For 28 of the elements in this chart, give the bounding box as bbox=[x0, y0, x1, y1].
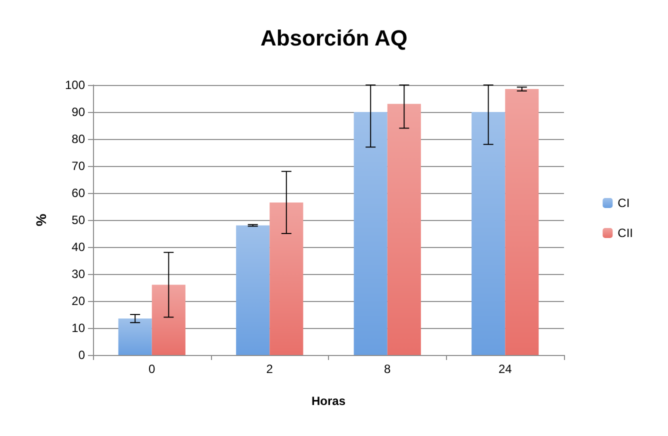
chart-title: Absorción AQ bbox=[260, 26, 408, 50]
y-tick-label: 70 bbox=[72, 159, 86, 173]
bar bbox=[354, 112, 388, 355]
y-tick-label: 40 bbox=[72, 240, 86, 254]
y-tick-label: 20 bbox=[72, 294, 86, 308]
bar bbox=[270, 202, 304, 355]
bar bbox=[387, 104, 421, 355]
y-tick-label: 90 bbox=[72, 105, 86, 119]
x-tick-label: 24 bbox=[498, 362, 512, 376]
legend-label: CII bbox=[618, 226, 634, 240]
x-tick-label: 0 bbox=[148, 362, 156, 376]
y-tick-label: 50 bbox=[72, 213, 86, 227]
x-axis-title: Horas bbox=[311, 394, 346, 408]
bar bbox=[472, 112, 506, 355]
y-tick-label: 60 bbox=[72, 186, 86, 200]
bar bbox=[505, 89, 539, 355]
y-tick-label: 80 bbox=[72, 132, 86, 146]
x-tick-label: 2 bbox=[266, 362, 274, 376]
bar bbox=[152, 284, 186, 355]
y-tick-label: 0 bbox=[78, 348, 86, 362]
legend-label: CI bbox=[618, 196, 630, 210]
y-tick-label: 100 bbox=[64, 78, 86, 92]
y-tick-label: 30 bbox=[72, 267, 86, 281]
bar bbox=[118, 318, 152, 355]
y-tick-label: 10 bbox=[72, 321, 86, 335]
x-tick-label: 8 bbox=[384, 362, 392, 376]
y-axis-title: % bbox=[33, 213, 49, 226]
bar bbox=[236, 225, 270, 355]
